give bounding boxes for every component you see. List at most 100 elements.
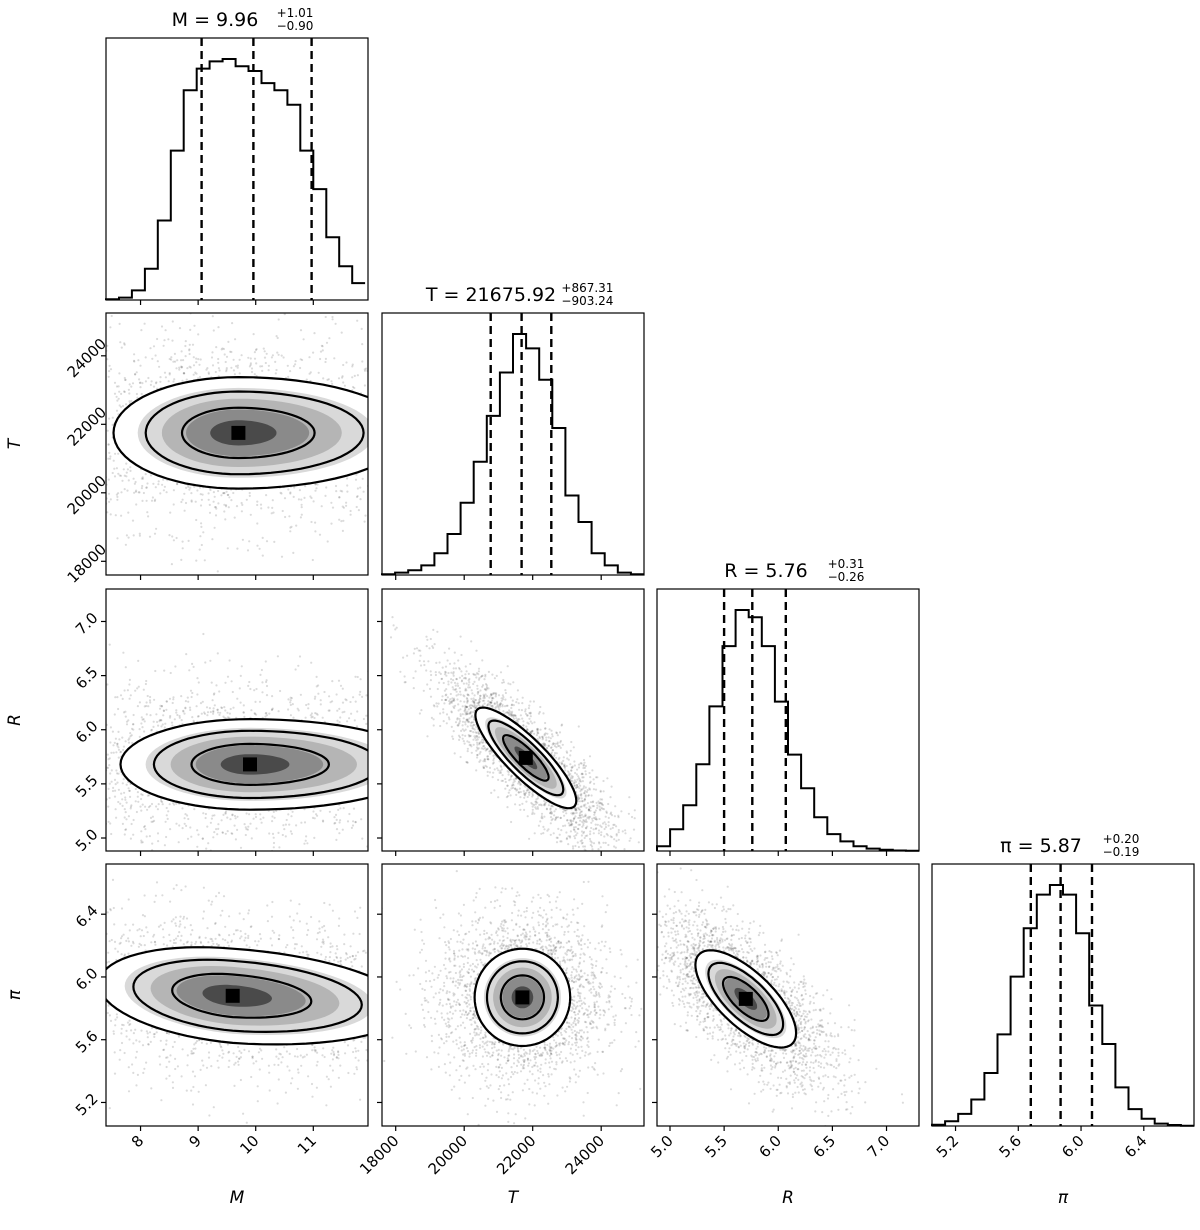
sample-point <box>370 403 372 405</box>
sample-point <box>59 382 61 384</box>
sample-point <box>379 795 381 797</box>
sample-point <box>64 769 66 771</box>
sample-point <box>108 418 110 420</box>
sample-point <box>174 718 176 720</box>
sample-point <box>53 512 55 514</box>
sample-point <box>333 357 335 359</box>
sample-point <box>139 386 141 388</box>
sample-point <box>322 717 324 719</box>
sample-point <box>361 838 363 840</box>
sample-point <box>265 660 267 662</box>
sample-point <box>379 492 381 494</box>
sample-point <box>307 707 309 709</box>
sample-point <box>54 376 56 378</box>
sample-point <box>146 511 148 513</box>
sample-point <box>439 747 441 749</box>
sample-point <box>427 738 429 740</box>
sample-point <box>263 348 265 350</box>
sample-point <box>101 447 103 449</box>
sample-point <box>75 770 77 772</box>
sample-point <box>186 305 188 307</box>
sample-point <box>266 540 268 542</box>
sample-point <box>492 441 494 443</box>
sample-point <box>454 420 456 422</box>
sample-point <box>423 801 425 803</box>
sample-point <box>95 694 97 696</box>
sample-point <box>197 834 199 836</box>
sample-point <box>478 819 480 821</box>
sample-point <box>416 746 418 748</box>
sample-point <box>404 749 406 751</box>
sample-point <box>481 343 483 345</box>
sample-point <box>443 828 445 830</box>
sample-point <box>377 737 379 739</box>
sample-point <box>74 807 76 809</box>
sample-point <box>396 337 398 339</box>
sample-point <box>331 383 333 385</box>
sample-point <box>377 751 379 753</box>
sample-point <box>33 484 35 486</box>
sample-point <box>73 475 75 477</box>
sample-point <box>287 488 289 490</box>
sample-point <box>168 534 170 536</box>
sample-point <box>261 822 263 824</box>
sample-point <box>293 496 295 498</box>
sample-point <box>155 486 157 488</box>
sample-point <box>582 448 584 450</box>
sample-point <box>492 440 494 442</box>
sample-point <box>295 668 297 670</box>
sample-point <box>388 429 390 431</box>
sample-point <box>213 501 215 503</box>
sample-point <box>373 393 375 395</box>
sample-point <box>255 827 257 829</box>
sample-point <box>224 518 226 520</box>
sample-point <box>211 538 213 540</box>
sample-point <box>457 796 459 798</box>
sample-point <box>483 536 485 538</box>
sample-point <box>268 365 270 367</box>
sample-point <box>180 695 182 697</box>
sample-point <box>196 693 198 695</box>
sample-point <box>157 840 159 842</box>
sample-point <box>553 482 555 484</box>
sample-point <box>228 496 230 498</box>
sample-point <box>140 722 142 724</box>
sample-point <box>593 743 595 745</box>
sample-point <box>446 365 448 367</box>
sample-point <box>289 530 291 532</box>
sample-point <box>445 365 447 367</box>
sample-point <box>503 803 505 805</box>
sample-point <box>357 374 359 376</box>
sample-point <box>66 480 68 482</box>
sample-point <box>435 479 437 481</box>
sample-point <box>399 745 401 747</box>
sample-point <box>116 537 118 539</box>
sample-point <box>114 796 116 798</box>
sample-point <box>391 442 393 444</box>
sample-point <box>609 775 611 777</box>
sample-point <box>553 478 555 480</box>
sample-point <box>110 513 112 515</box>
sample-point <box>146 713 148 715</box>
sample-point <box>65 481 67 483</box>
sample-point <box>372 384 374 386</box>
sample-point <box>278 318 280 320</box>
sample-point <box>139 382 141 384</box>
sample-point <box>426 718 428 720</box>
sample-point <box>149 347 151 349</box>
sample-point <box>436 725 438 727</box>
sample-point <box>398 704 400 706</box>
sample-point <box>480 823 482 825</box>
sample-point <box>120 694 122 696</box>
sample-point <box>222 814 224 816</box>
sample-point <box>310 521 312 523</box>
sample-point <box>139 701 141 703</box>
sample-point <box>27 743 29 745</box>
sample-point <box>369 446 371 448</box>
sample-point <box>422 767 424 769</box>
sample-point <box>136 687 138 689</box>
sample-point <box>422 742 424 744</box>
sample-point <box>537 463 539 465</box>
sample-point <box>92 445 94 447</box>
sample-point <box>135 503 137 505</box>
